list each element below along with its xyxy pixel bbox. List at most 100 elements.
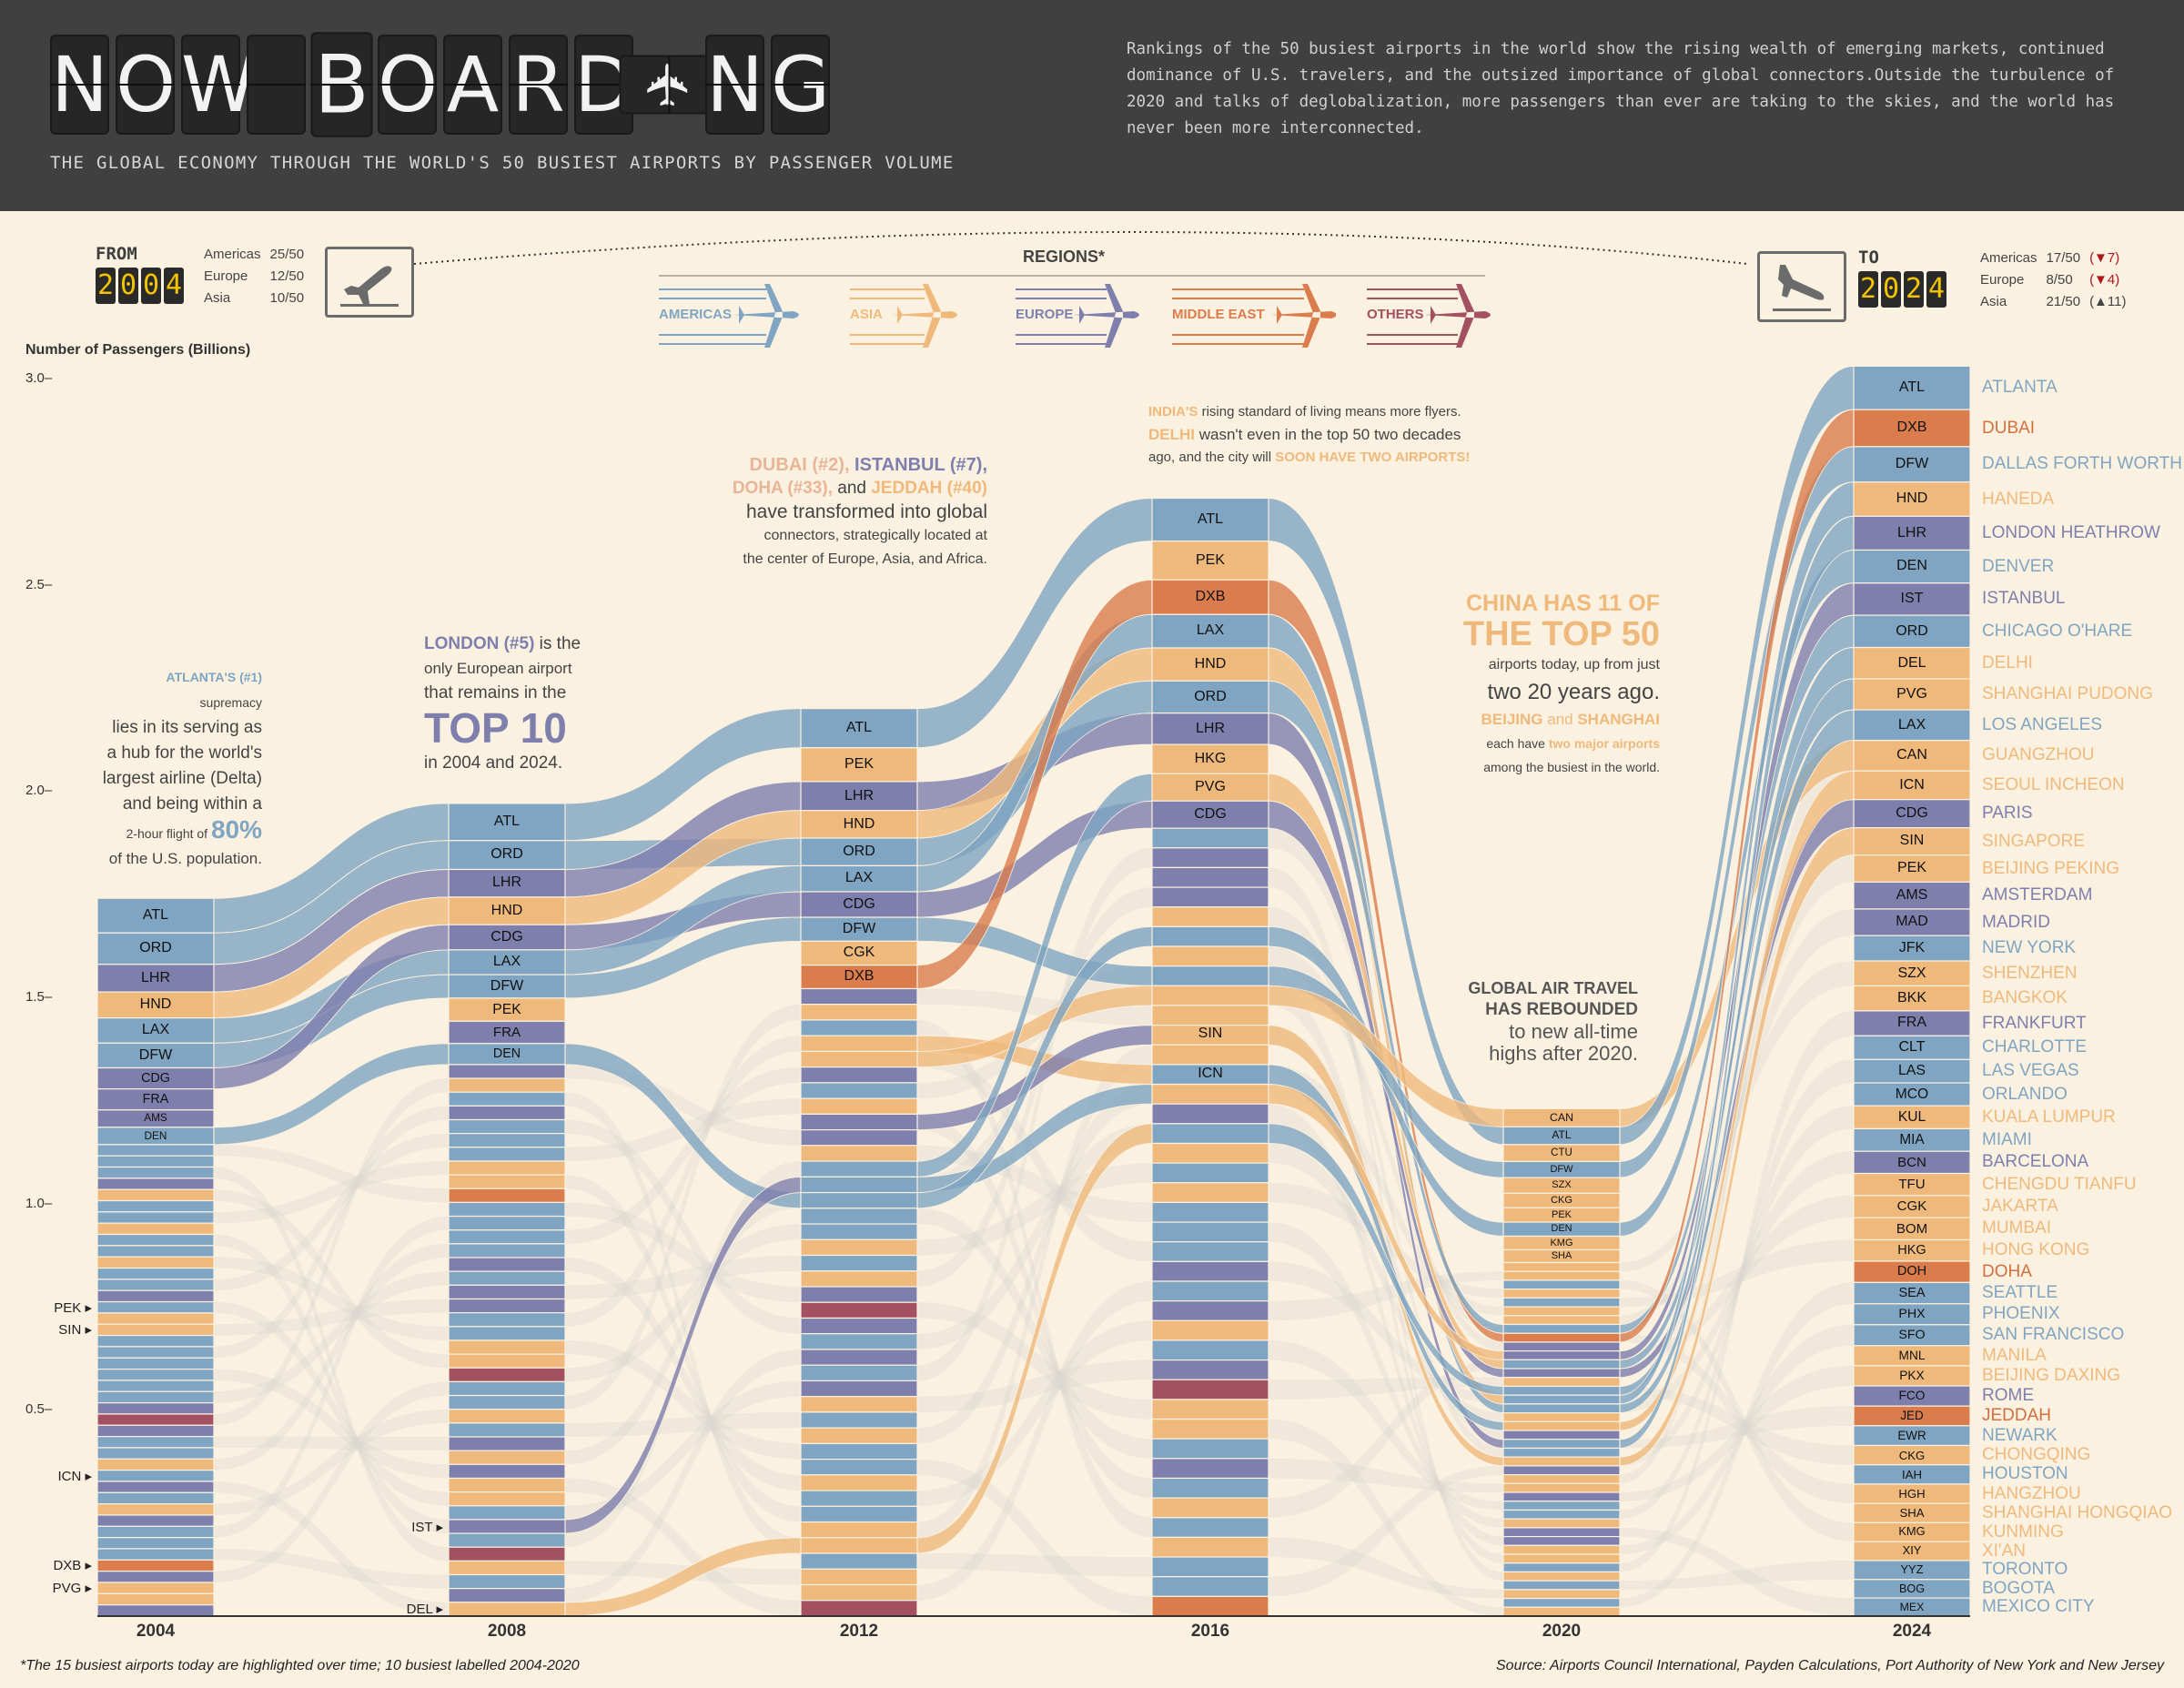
background-flow — [565, 1411, 801, 1438]
background-flow — [1620, 1010, 1854, 1572]
airport-code-label: LHR — [140, 969, 170, 986]
bar-segment — [1502, 1509, 1621, 1520]
bar-segment — [448, 1505, 566, 1521]
airport-code-label: DXB — [844, 968, 875, 985]
stat-row: Asia 10/50 — [204, 288, 313, 309]
background-flow — [214, 1167, 449, 1562]
background-flow — [214, 1078, 449, 1426]
bar-segment — [448, 1160, 566, 1176]
from-label: FROM — [96, 244, 137, 264]
annot-text: largest airline (Delta) — [102, 769, 262, 788]
year-digit: 0 — [1881, 271, 1901, 308]
background-flow — [1620, 1406, 1854, 1449]
city-name-label: SHANGHAI PUDONG — [1982, 684, 2153, 704]
plane-icon — [850, 284, 957, 348]
background-flow — [1620, 1560, 1854, 1590]
city-name-label: LAS VEGAS — [1982, 1061, 2079, 1081]
airport-code-label: ATL — [493, 814, 521, 830]
bar-segment-atl — [1853, 365, 1971, 410]
stat-value: 21/50 — [2046, 294, 2081, 309]
bar-segment-cdg — [1853, 799, 1971, 829]
stat-region: Europe — [1980, 272, 2025, 288]
bar-segment-den — [1853, 549, 1971, 584]
bar-segment-hnd — [448, 896, 566, 925]
bar-segment-can — [800, 1050, 918, 1068]
bar-segment-del — [1502, 1385, 1621, 1396]
annot-highlight: JEDDAH (#40) — [871, 479, 987, 498]
bar-segment — [800, 1568, 918, 1586]
airport-code-label: DEN — [1896, 558, 1927, 574]
bar-segment — [96, 1447, 215, 1460]
legend-label: OTHERS — [1367, 307, 1424, 322]
background-flow — [214, 1133, 449, 1291]
bar-segment-lhr — [448, 868, 566, 898]
bar-segment-ord — [96, 932, 215, 965]
background-flow — [917, 1459, 1152, 1616]
airport-code-label: MCO — [1895, 1086, 1929, 1102]
to-region-stats: Americas 17/50 (▼7) Europe 8/50 (▼4) Asia 21/… — [1980, 248, 2135, 313]
bar-segment — [800, 1411, 918, 1429]
bar-segment-fra — [448, 1020, 566, 1045]
airport-code-label: LHR — [491, 874, 521, 891]
airport-code-label: BOM — [1896, 1220, 1928, 1237]
bar-segment — [1151, 1339, 1269, 1361]
bar-segment — [96, 1155, 215, 1168]
bar-segment-sin — [1502, 1456, 1621, 1467]
airport-code-label: CGK — [1896, 1198, 1927, 1215]
bar-segment-icn — [1502, 1420, 1621, 1431]
airport-code-label: ORD — [139, 940, 172, 956]
bar-segment-clt — [1853, 1035, 1971, 1060]
title-flap: G — [771, 35, 830, 135]
annot-text: and — [832, 479, 872, 498]
stat-row: Americas 25/50 — [204, 244, 313, 266]
airport-code-label: PEK — [844, 756, 874, 773]
bar-segment — [800, 1505, 918, 1523]
city-name-label: JEDDAH — [1982, 1405, 2052, 1425]
airport-code-label: CAN — [1549, 1111, 1574, 1125]
bar-segment — [448, 1064, 566, 1079]
annot-highlight: CHINA HAS 11 OF — [1465, 591, 1660, 616]
side-airport-label: DEL ▸ — [406, 1602, 443, 1618]
airport-code-label: IAH — [1902, 1467, 1922, 1481]
airport-code-label: LAX — [141, 1022, 170, 1038]
column-2024 — [1853, 365, 1971, 1617]
background-flow — [1269, 1537, 1503, 1599]
bar-segment-dfw — [800, 916, 918, 942]
airport-code-label: KMG — [1898, 1524, 1926, 1539]
airport-code-label: CDG — [1896, 804, 1928, 821]
bar-segment — [96, 1245, 215, 1258]
year-digit: 2 — [96, 268, 116, 304]
airport-code-label: HND — [139, 996, 172, 1013]
bar-segment — [96, 1571, 215, 1583]
bar-segment — [800, 1019, 918, 1036]
annot-highlight: INDIA'S — [1148, 404, 1198, 419]
airport-code-label: LAX — [844, 870, 874, 886]
bar-segment — [448, 1215, 566, 1231]
bar-segment-ord — [1151, 680, 1269, 714]
airport-code-label: HND — [490, 902, 523, 918]
bar-segment-pvg — [1502, 1359, 1621, 1370]
y-tick-label: 1.5– — [25, 989, 53, 1005]
plane-icon — [659, 284, 799, 348]
bar-segment-szx — [1853, 960, 1971, 987]
airport-code-label: DXB — [1896, 419, 1927, 436]
title-flap: N — [705, 35, 764, 135]
background-flow — [565, 1036, 801, 1327]
background-flow — [565, 1192, 801, 1465]
city-name-label: SHANGHAI HONGQIAO — [1982, 1502, 2173, 1522]
background-flow — [565, 1066, 801, 1244]
bar-segment — [800, 987, 918, 1006]
airport-code-label: CAN — [1896, 747, 1927, 763]
background-flow — [214, 1436, 449, 1451]
annotation-london: LONDON (#5) is the only European airport… — [424, 632, 588, 775]
background-flow — [214, 1144, 449, 1203]
bar-segment — [96, 1514, 215, 1527]
bar-segment — [1502, 1341, 1621, 1352]
annot-text: that remains in the — [424, 683, 567, 702]
bar-segment-pek — [800, 747, 918, 783]
stat-row: Americas 17/50 (▼7) — [1980, 248, 2135, 269]
bar-segment — [448, 1147, 566, 1162]
annot-text: is the — [534, 634, 581, 653]
bar-segment — [448, 1201, 566, 1218]
